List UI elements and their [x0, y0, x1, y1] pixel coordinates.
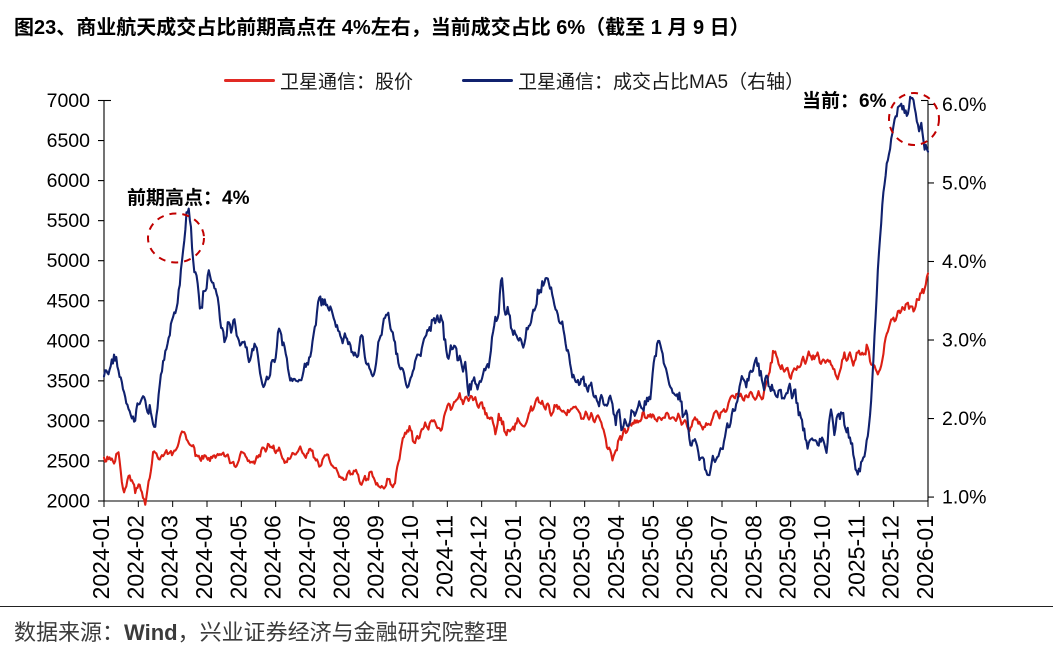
svg-text:2500: 2500: [47, 450, 91, 472]
svg-text:2024-08: 2024-08: [328, 515, 354, 599]
svg-text:3.0%: 3.0%: [942, 330, 986, 352]
svg-text:前期高点：4%: 前期高点：4%: [127, 186, 250, 209]
svg-text:当前：6%: 当前：6%: [802, 90, 887, 112]
svg-text:2025-08: 2025-08: [740, 515, 766, 599]
svg-text:7000: 7000: [47, 90, 91, 112]
svg-text:2025-11: 2025-11: [843, 515, 869, 598]
svg-text:3500: 3500: [47, 370, 91, 392]
svg-text:5.0%: 5.0%: [942, 172, 986, 194]
svg-text:2024-09: 2024-09: [363, 515, 389, 599]
svg-text:6.0%: 6.0%: [942, 94, 986, 116]
svg-text:2024-04: 2024-04: [191, 515, 217, 600]
svg-text:2025-06: 2025-06: [672, 515, 698, 599]
svg-text:2000: 2000: [47, 491, 91, 513]
svg-text:2025-04: 2025-04: [603, 515, 629, 600]
svg-text:5500: 5500: [47, 210, 91, 232]
svg-text:4000: 4000: [47, 330, 91, 352]
svg-text:4.0%: 4.0%: [942, 251, 986, 273]
svg-text:2025-10: 2025-10: [809, 515, 835, 599]
svg-text:2025-07: 2025-07: [706, 515, 732, 599]
svg-text:2024-07: 2024-07: [294, 515, 320, 599]
svg-text:2024-11: 2024-11: [431, 515, 457, 598]
svg-text:2024-01: 2024-01: [88, 515, 114, 599]
svg-text:2024-03: 2024-03: [157, 515, 183, 599]
svg-text:2024-02: 2024-02: [122, 515, 148, 599]
svg-text:3000: 3000: [47, 410, 91, 432]
svg-text:2025-05: 2025-05: [637, 515, 663, 599]
svg-text:6000: 6000: [47, 170, 91, 192]
svg-text:2025-03: 2025-03: [569, 515, 595, 599]
svg-text:1.0%: 1.0%: [942, 487, 986, 509]
svg-text:2025-02: 2025-02: [534, 515, 560, 599]
svg-text:2025-12: 2025-12: [878, 515, 904, 599]
svg-text:2025-01: 2025-01: [500, 515, 526, 599]
svg-text:2.0%: 2.0%: [942, 408, 986, 430]
svg-text:2025-09: 2025-09: [775, 515, 801, 599]
svg-text:2024-05: 2024-05: [225, 515, 251, 599]
svg-text:5000: 5000: [47, 250, 91, 272]
svg-text:6500: 6500: [47, 130, 91, 152]
svg-text:2024-12: 2024-12: [466, 515, 492, 599]
svg-text:2024-06: 2024-06: [260, 515, 286, 599]
svg-text:4500: 4500: [47, 290, 91, 312]
svg-text:2026-01: 2026-01: [912, 515, 938, 599]
svg-text:2024-10: 2024-10: [397, 515, 423, 599]
